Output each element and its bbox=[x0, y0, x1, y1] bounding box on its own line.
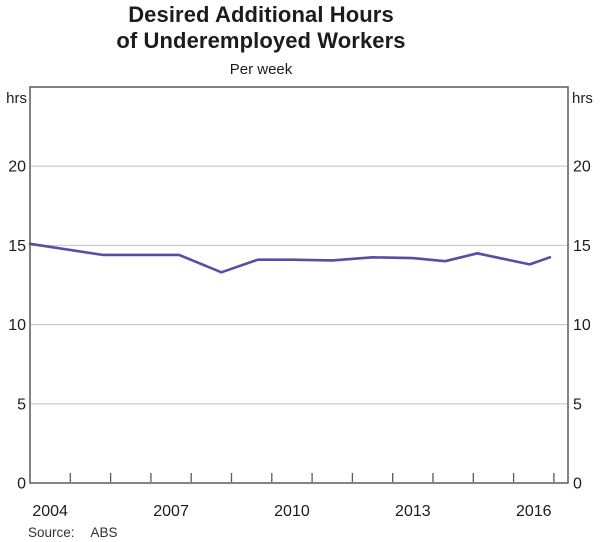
y-unit-label-right: hrs bbox=[572, 90, 593, 107]
y-axis-label-left: 0 bbox=[17, 476, 26, 493]
x-axis-label: 2004 bbox=[32, 503, 68, 520]
plot-border bbox=[29, 86, 569, 484]
chart-title-line1: Desired Additional Hours bbox=[128, 2, 394, 27]
y-axis-label-right: 20 bbox=[573, 159, 591, 176]
chart-header: Desired Additional Hours of Underemploye… bbox=[0, 2, 522, 79]
chart-title-line2: of Underemployed Workers bbox=[116, 28, 406, 53]
source-label: Source: bbox=[28, 525, 75, 540]
x-axis-label: 2010 bbox=[274, 503, 310, 520]
y-axis-label-left: 15 bbox=[8, 238, 26, 255]
source-value: ABS bbox=[90, 525, 118, 540]
y-axis-label-right: 15 bbox=[573, 238, 591, 255]
y-axis-label-right: 10 bbox=[573, 317, 591, 334]
x-axis-label: 2007 bbox=[153, 503, 189, 520]
source-note: Source: ABS bbox=[28, 525, 118, 540]
y-axis-label-right: 0 bbox=[573, 476, 582, 493]
y-axis-label-left: 20 bbox=[8, 159, 26, 176]
x-axis-label: 2013 bbox=[395, 503, 431, 520]
y-unit-label-left: hrs bbox=[6, 90, 27, 107]
y-axis-label-left: 5 bbox=[17, 396, 26, 413]
y-axis-label-left: 10 bbox=[8, 317, 26, 334]
data-line-desired-hours bbox=[28, 242, 552, 274]
x-axis-label: 2016 bbox=[516, 503, 552, 520]
y-axis-label-right: 5 bbox=[573, 396, 582, 413]
chart-subtitle: Per week bbox=[229, 61, 293, 78]
